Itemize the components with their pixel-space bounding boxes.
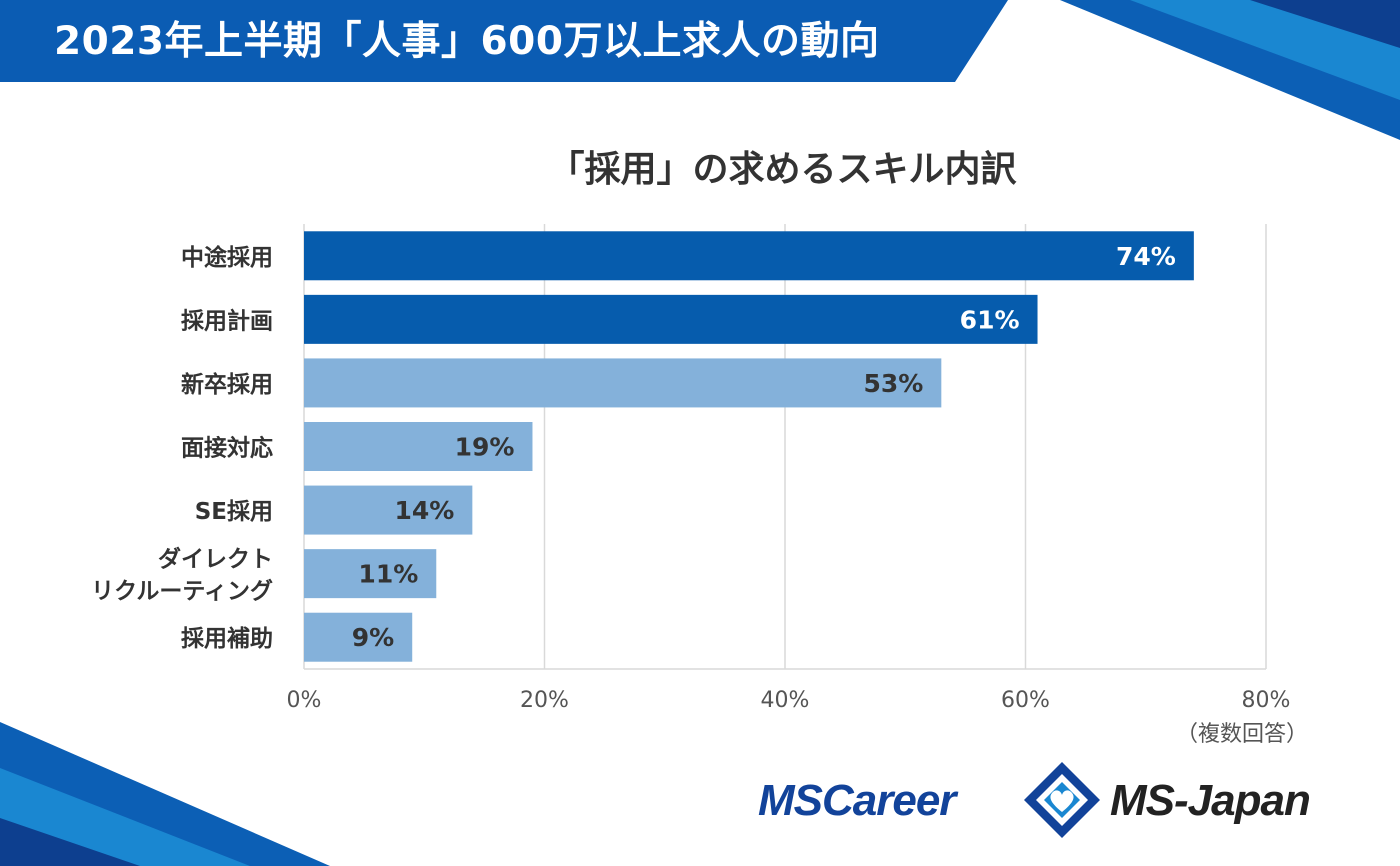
category-label-line: 新卒採用 [181, 371, 273, 398]
answer-note: （複数回答） [1175, 722, 1308, 747]
x-tick-label: 0% [287, 688, 322, 713]
mscareer-logo: MSCareer [758, 776, 956, 825]
ms-japan-logo: MS-Japan [1110, 776, 1311, 825]
bar [304, 612, 413, 662]
bar [304, 294, 1038, 344]
corner-stripe-top-right-3 [1250, 0, 1400, 48]
category-label: 面接対応 [181, 435, 273, 462]
category-label-line: ダイレクト [158, 546, 273, 573]
data-label: 53% [863, 369, 923, 398]
category-label-line: 面接対応 [181, 435, 273, 462]
ms-japan-logo-icon [1024, 762, 1100, 838]
category-label: ダイレクトリクルーティング [91, 546, 273, 605]
category-label: 採用補助 [181, 625, 273, 652]
data-label: 11% [358, 560, 418, 589]
x-tick-label: 40% [761, 688, 810, 713]
header-title: 2023年上半期「人事」600万以上求人の動向 [54, 19, 880, 64]
data-label: 14% [395, 496, 455, 525]
bar [304, 549, 437, 599]
bar [304, 422, 533, 471]
bar [304, 485, 473, 535]
data-label: 61% [960, 305, 1020, 334]
data-label: 19% [455, 433, 515, 462]
chart-title: 「採用」の求めるスキル内訳 [548, 149, 1017, 190]
category-label-line: 中途採用 [181, 244, 273, 271]
category-label-line: SE採用 [195, 499, 273, 525]
category-label-line: 採用補助 [181, 625, 273, 652]
x-tick-label: 20% [520, 688, 569, 713]
category-label: 新卒採用 [181, 371, 273, 398]
x-tick-label: 60% [1001, 688, 1050, 713]
header-banner [0, 0, 1008, 82]
category-label-line: リクルーティング [91, 578, 273, 605]
data-label: 9% [352, 623, 394, 652]
bar [304, 231, 1194, 281]
category-label: 採用計画 [181, 307, 273, 334]
category-label-line: 採用計画 [181, 307, 273, 334]
category-label: 中途採用 [181, 244, 273, 271]
category-label: SE採用 [195, 499, 273, 525]
corner-stripe-bottom-left-3 [0, 818, 140, 866]
x-tick-label: 80% [1242, 688, 1291, 713]
bar [304, 358, 942, 408]
data-label: 74% [1116, 242, 1176, 271]
